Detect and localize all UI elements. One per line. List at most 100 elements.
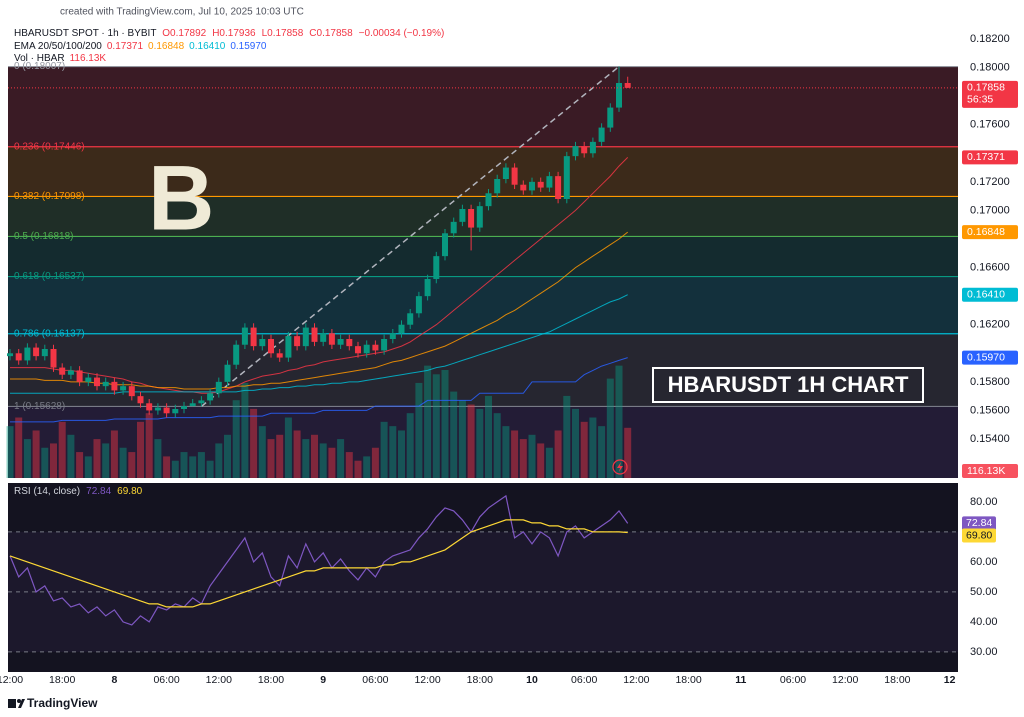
volume-bar	[580, 421, 588, 478]
candle-body	[224, 364, 231, 382]
candle-body	[381, 339, 388, 351]
volume-bar	[119, 447, 127, 478]
x-tick-label: 06:00	[571, 674, 597, 686]
candle-body	[468, 209, 475, 228]
candle-body	[302, 327, 309, 347]
candle-body	[346, 339, 353, 347]
volume-bar	[511, 430, 519, 478]
volume-bar	[485, 395, 492, 478]
ema-badge: 0.16410	[967, 288, 1005, 300]
ema-line	[10, 357, 628, 423]
candle-body	[241, 327, 248, 345]
volume-bar	[110, 430, 118, 478]
volume-bar	[171, 460, 179, 478]
ema-badge: 0.16848	[967, 226, 1005, 238]
x-tick-label: 8	[111, 674, 117, 686]
candle-body	[120, 386, 127, 391]
candle-body	[189, 403, 196, 407]
legend-ohlc: O0.17892	[162, 28, 206, 39]
rsi-ma-value: 69.80	[117, 486, 142, 497]
candle-body	[41, 349, 48, 357]
legend-ema-value: 0.16848	[148, 41, 185, 52]
candle-body	[285, 336, 292, 358]
candle-body	[294, 336, 301, 347]
volume-bar	[380, 421, 388, 478]
volume-bar	[232, 400, 240, 478]
rsi-legend: RSI (14, close) 72.84 69.80	[14, 486, 143, 497]
volume-bar	[528, 434, 536, 478]
x-tick-label: 18:00	[884, 674, 910, 686]
candle-body	[624, 83, 631, 88]
fib-zone	[8, 333, 958, 407]
y-tick-label: 0.16200	[970, 319, 1010, 331]
volume-bar	[293, 430, 301, 478]
x-tick-label: 18:00	[675, 674, 701, 686]
candle-body	[502, 167, 509, 179]
fib-label: 0.618 (0.16537)	[14, 271, 85, 282]
volume-bar	[467, 404, 475, 478]
last-price-badge-bg	[962, 80, 1018, 108]
legend: Vol · HBAR 116.13K	[14, 53, 106, 64]
candle-body	[233, 344, 240, 365]
y-tick-label: 0.15400	[970, 433, 1010, 445]
volume-bar	[102, 443, 110, 478]
rsi-line	[9, 494, 629, 626]
volume-bar	[137, 421, 144, 478]
candle-body	[363, 344, 370, 354]
y-tick-label: 0.18200	[970, 33, 1010, 45]
candle-body	[407, 313, 414, 325]
candle-body	[424, 279, 431, 297]
rsi-badge: 72.84	[966, 517, 992, 529]
legend-symbol: HBARUSDT SPOT · 1h · BYBIT	[14, 28, 156, 39]
x-tick-label: 18:00	[258, 674, 284, 686]
candle-body	[102, 381, 109, 387]
volume-badge-bg	[962, 464, 1018, 478]
volume-bar	[345, 452, 353, 478]
legend-ohlc: C0.17858	[309, 28, 353, 39]
ema-badge-bg	[962, 225, 1018, 240]
candle-body	[433, 256, 440, 279]
legend-ema-title: EMA 20/50/100/200	[14, 41, 102, 52]
volume-bar	[606, 378, 614, 478]
volume-bar	[32, 430, 40, 478]
fib-zone	[8, 66, 958, 147]
rsi-badge-bg	[962, 516, 996, 531]
candle-body	[146, 403, 153, 411]
candle-body	[616, 83, 622, 108]
footer-logo	[8, 699, 25, 708]
volume-bar	[406, 413, 414, 478]
rsi-value: 72.84	[86, 486, 111, 497]
candle-body	[33, 347, 40, 357]
volume-bar	[197, 452, 205, 478]
volume-bar	[84, 456, 92, 478]
candle-body	[555, 176, 562, 199]
x-tick-label: 12:00	[206, 674, 232, 686]
volume-bar	[450, 391, 458, 478]
volume-bar	[424, 365, 432, 478]
y-tick-label: 80.00	[970, 496, 998, 508]
x-tick-label: 12:00	[832, 674, 858, 686]
x-tick-label: 06:00	[362, 674, 388, 686]
volume-bar	[154, 439, 162, 478]
volume-bar	[76, 452, 84, 478]
y-tick-label: 50.00	[970, 586, 998, 598]
alert-icon	[612, 459, 628, 475]
candle-body	[572, 146, 579, 157]
candle-body	[442, 233, 448, 257]
candle-body	[581, 146, 588, 154]
x-tick-label: 12:00	[414, 674, 440, 686]
footer-brand: TradingView	[27, 696, 98, 710]
candle-body	[398, 324, 405, 334]
volume-bar	[58, 421, 66, 478]
fib-label: 0.382 (0.17098)	[14, 191, 85, 202]
fib-zone	[8, 146, 958, 197]
volume-bar	[206, 460, 214, 478]
ema-badge: 0.15970	[967, 351, 1005, 363]
candle-body	[328, 333, 335, 345]
volume-bar	[50, 443, 57, 478]
volume-bar	[441, 369, 449, 478]
candle-body	[50, 349, 57, 368]
volume-bar	[258, 426, 266, 478]
fib-label: 1 (0.15628)	[14, 401, 65, 412]
